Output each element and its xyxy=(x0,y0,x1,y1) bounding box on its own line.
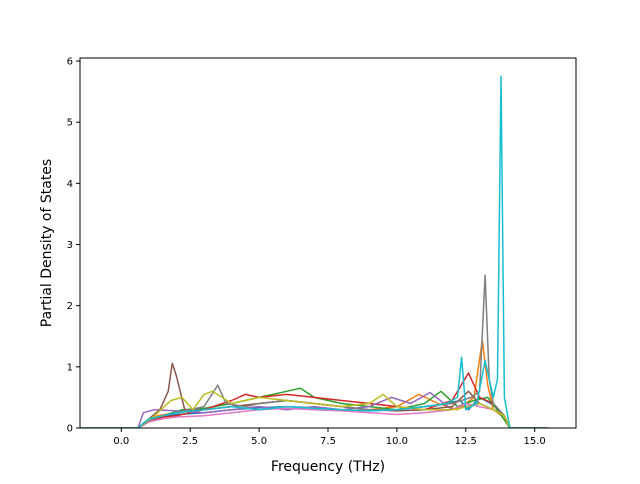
x-tick-label-1: 0.0 xyxy=(113,436,129,447)
series-layer xyxy=(80,75,549,428)
x-tick-label-6: 12.5 xyxy=(455,436,477,447)
series-line-10 xyxy=(80,75,549,428)
x-tick-label-2: 2.5 xyxy=(182,436,198,447)
y-tick-label-7: 6 xyxy=(67,57,73,68)
y-tick-label-1: 0 xyxy=(67,424,73,435)
x-tick-label-7: 15.0 xyxy=(524,436,546,447)
x-tick-label-4: 7.5 xyxy=(320,436,336,447)
series-line-3 xyxy=(80,387,549,428)
series-line-4 xyxy=(80,372,549,428)
x-axis-label: Frequency (THz) xyxy=(271,459,385,475)
y-tick-label-4: 3 xyxy=(67,240,73,251)
x-tick-label-3: 5.0 xyxy=(251,436,267,447)
y-tick-label-2: 1 xyxy=(67,362,73,373)
y-axis-label: Partial Density of States xyxy=(39,159,55,327)
x-tick-label-5: 10.0 xyxy=(386,436,408,447)
series-line-7 xyxy=(80,402,549,428)
y-tick-label-3: 2 xyxy=(67,301,73,312)
x-axis-ticks: 0.0 2.5 5.0 7.5 10.0 12.5 15.0 xyxy=(113,428,546,447)
series-line-9 xyxy=(80,390,549,428)
y-tick-label-6: 5 xyxy=(67,118,73,129)
y-axis-ticks: 0 1 2 3 4 5 6 xyxy=(67,57,80,435)
y-tick-label-5: 4 xyxy=(67,179,73,190)
